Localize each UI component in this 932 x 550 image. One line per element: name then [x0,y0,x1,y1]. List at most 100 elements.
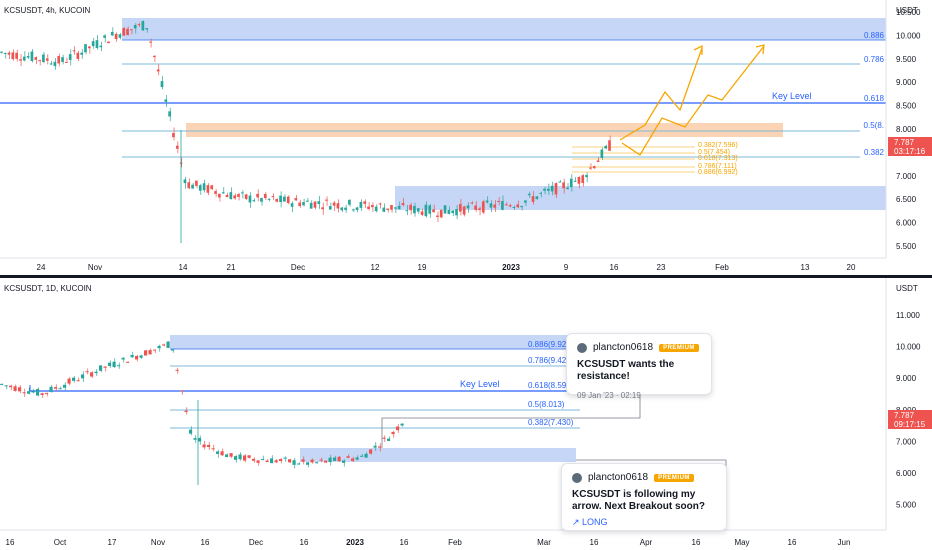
arrow-head-1 [693,44,703,55]
candle-body [107,41,110,44]
candle-body [306,462,310,465]
idea-card-2[interactable]: plancton0618 PREMIUM KCSUSDT is followin… [561,463,727,531]
candle-body [420,211,424,215]
candle-body [351,458,355,461]
candle-body [0,51,3,53]
candle-body [359,201,363,208]
candle-body [527,193,531,196]
idea-message: KCSUSDT is following my arrow. Next Brea… [572,489,705,512]
top-fib-label-0618: 0.618 [864,94,885,103]
candle-body [367,206,370,210]
bottom-time-ticks[interactable]: 16 Oct 17 Nov 16 Dec 16 2023 16 Feb Mar 16 Apr 16 May 1… [6,538,851,547]
candle-body [328,206,332,210]
candle-body [348,199,351,205]
candle-body [38,60,41,62]
candle-body [53,61,57,67]
bottom-price-axis[interactable] [886,278,932,530]
candle-body [187,182,191,189]
top-fib-label-0886: 0.886 [864,31,885,40]
top-fib-label-0382: 0.382 [864,148,885,157]
candle-body [275,198,279,202]
candle-body [202,183,206,191]
top-time-ticks[interactable]: 24 Nov 14 21 Dec 12 19 2023 9 16 23 Feb 13 20 [37,263,856,272]
candle-body [153,55,156,58]
top-fib-label-0786: 0.786 [864,55,885,64]
bottom-chart[interactable]: 0.886(9.92 0.786(9.42 0.618(8.596 0.5(8.… [0,278,932,547]
candle-body [130,354,134,358]
idea-message: KCSUSDT wants the resistance! [577,359,675,382]
top-fib-label-05: 0.5(8. [864,121,884,130]
idea-author[interactable]: plancton0618 [588,472,649,483]
candle-body [148,350,152,355]
candle-body [416,208,420,212]
price-tick: 8.000 [896,125,917,134]
candle-body [27,391,31,394]
candle-body [485,200,489,203]
time-tick: 9 [564,263,569,272]
candle-body [447,209,451,214]
time-tick: Mar [537,538,551,547]
candle-body [443,205,447,214]
candle-body [175,369,179,371]
candle-body [604,145,608,149]
time-tick: Nov [88,263,102,272]
candle-body [7,52,11,55]
candle-body [18,387,22,392]
candle-body [216,451,220,454]
candle-body [110,31,114,36]
time-tick: 13 [801,263,810,272]
candle-body [157,345,161,349]
candle-body [183,179,187,184]
candle-body [413,205,416,214]
candle-body [261,459,265,461]
candle-body [566,187,569,189]
candle-body [198,438,202,442]
time-tick: Nov [151,538,165,547]
candle-body [189,429,193,434]
idea-card-2-header: plancton0618 PREMIUM [572,472,716,483]
candle-body [214,191,217,194]
candle-body [539,192,543,194]
candle-body [139,355,143,358]
pane-separator[interactable] [0,275,932,278]
candle-body [126,28,129,36]
top-price-axis[interactable] [886,0,932,258]
price-tick: 10.000 [896,343,921,352]
candle-body [145,28,149,30]
top-chart[interactable]: 0.886 0.786 0.618 0.5(8. 0.382 Key Level… [0,0,932,272]
candle-body [153,349,157,351]
time-tick: 16 [201,538,210,547]
candle-body [34,57,38,60]
candle-body [164,99,168,102]
candle-body [333,457,337,461]
candle-body [470,202,474,204]
candle-body [396,426,400,431]
candle-body [81,374,85,379]
candle-body [229,453,233,457]
time-tick: 24 [37,263,46,272]
candle-body [234,456,238,460]
idea-card-1[interactable]: plancton0618 PREMIUM KCSUSDT wants the r… [566,333,712,400]
candle-body [180,390,184,392]
candle-body [386,208,390,210]
candle-body [342,460,346,463]
candle-body [121,357,125,360]
candle-body [252,458,256,461]
idea-direction[interactable]: ↗ LONG [572,517,608,527]
top-key-level-label: Key Level [772,91,812,101]
candle-body [99,45,103,48]
candle-body [117,365,121,367]
candle-body [405,210,409,212]
idea-author[interactable]: plancton0618 [593,342,654,353]
candle-body [600,149,604,158]
candle-body [504,204,508,206]
candle-body [114,33,118,40]
candle-body [577,177,581,184]
bottom-fib-label-0618: 0.618(8.596 [528,381,571,390]
candle-body [108,362,112,367]
candle-body [263,193,267,199]
price-tick: 10.500 [896,8,921,17]
price-tick: 9.000 [896,78,917,87]
candle-body [315,462,319,464]
